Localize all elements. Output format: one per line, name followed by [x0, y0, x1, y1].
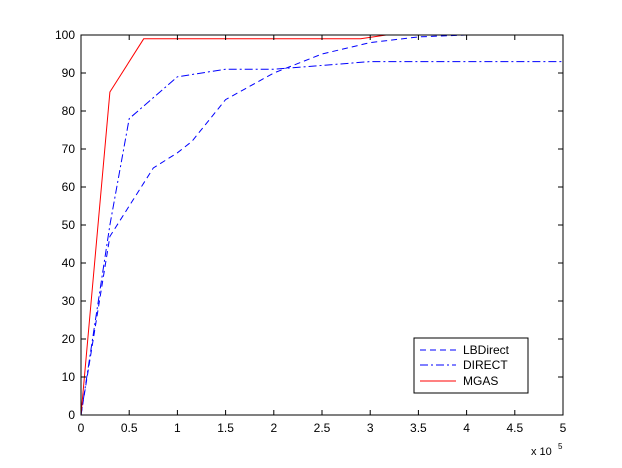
legend-label-mgas: MGAS	[463, 374, 498, 388]
y-tick-label: 60	[62, 180, 76, 194]
series-layer	[81, 35, 563, 415]
y-tick-label: 0	[68, 408, 75, 422]
x-exponent-power: 5	[558, 442, 563, 451]
x-tick-label: 4.5	[506, 421, 523, 435]
y-tick-label: 10	[62, 370, 76, 384]
series-line-direct	[81, 61, 563, 415]
y-tick-label: 40	[62, 256, 76, 270]
x-tick-label: 1	[174, 421, 181, 435]
x-tick-label: 0	[78, 421, 85, 435]
legend-label-lbdirect: LBDirect	[463, 343, 510, 357]
x-tick-label: 3.5	[410, 421, 427, 435]
x-tick-labels: 0 0.5 1 1.5 2 2.5 3 3.5 4 4.5 5	[78, 421, 567, 435]
y-tick-label: 70	[62, 142, 76, 156]
ticks-layer	[80, 34, 564, 416]
x-tick-label: 1.5	[217, 421, 234, 435]
y-tick-label: 50	[62, 218, 76, 232]
x-tick-label: 0.5	[121, 421, 138, 435]
x-tick-label: 5	[560, 421, 567, 435]
x-tick-label: 3	[367, 421, 374, 435]
y-tick-label: 90	[62, 66, 76, 80]
y-tick-label: 80	[62, 104, 76, 118]
series-line-lbdirect	[81, 35, 467, 415]
series-line-mgas	[81, 35, 390, 415]
y-tick-label: 100	[55, 28, 75, 42]
y-tick-label: 30	[62, 294, 76, 308]
legend-label-direct: DIRECT	[463, 358, 508, 372]
x-tick-label: 2.5	[314, 421, 331, 435]
y-tick-labels: 0 10 20 30 40 50 60 70 80 90 100	[55, 28, 75, 422]
x-exponent-base: x 10	[531, 446, 552, 458]
x-tick-label: 2	[270, 421, 277, 435]
x-tick-label: 4	[463, 421, 470, 435]
y-tick-label: 20	[62, 332, 76, 346]
